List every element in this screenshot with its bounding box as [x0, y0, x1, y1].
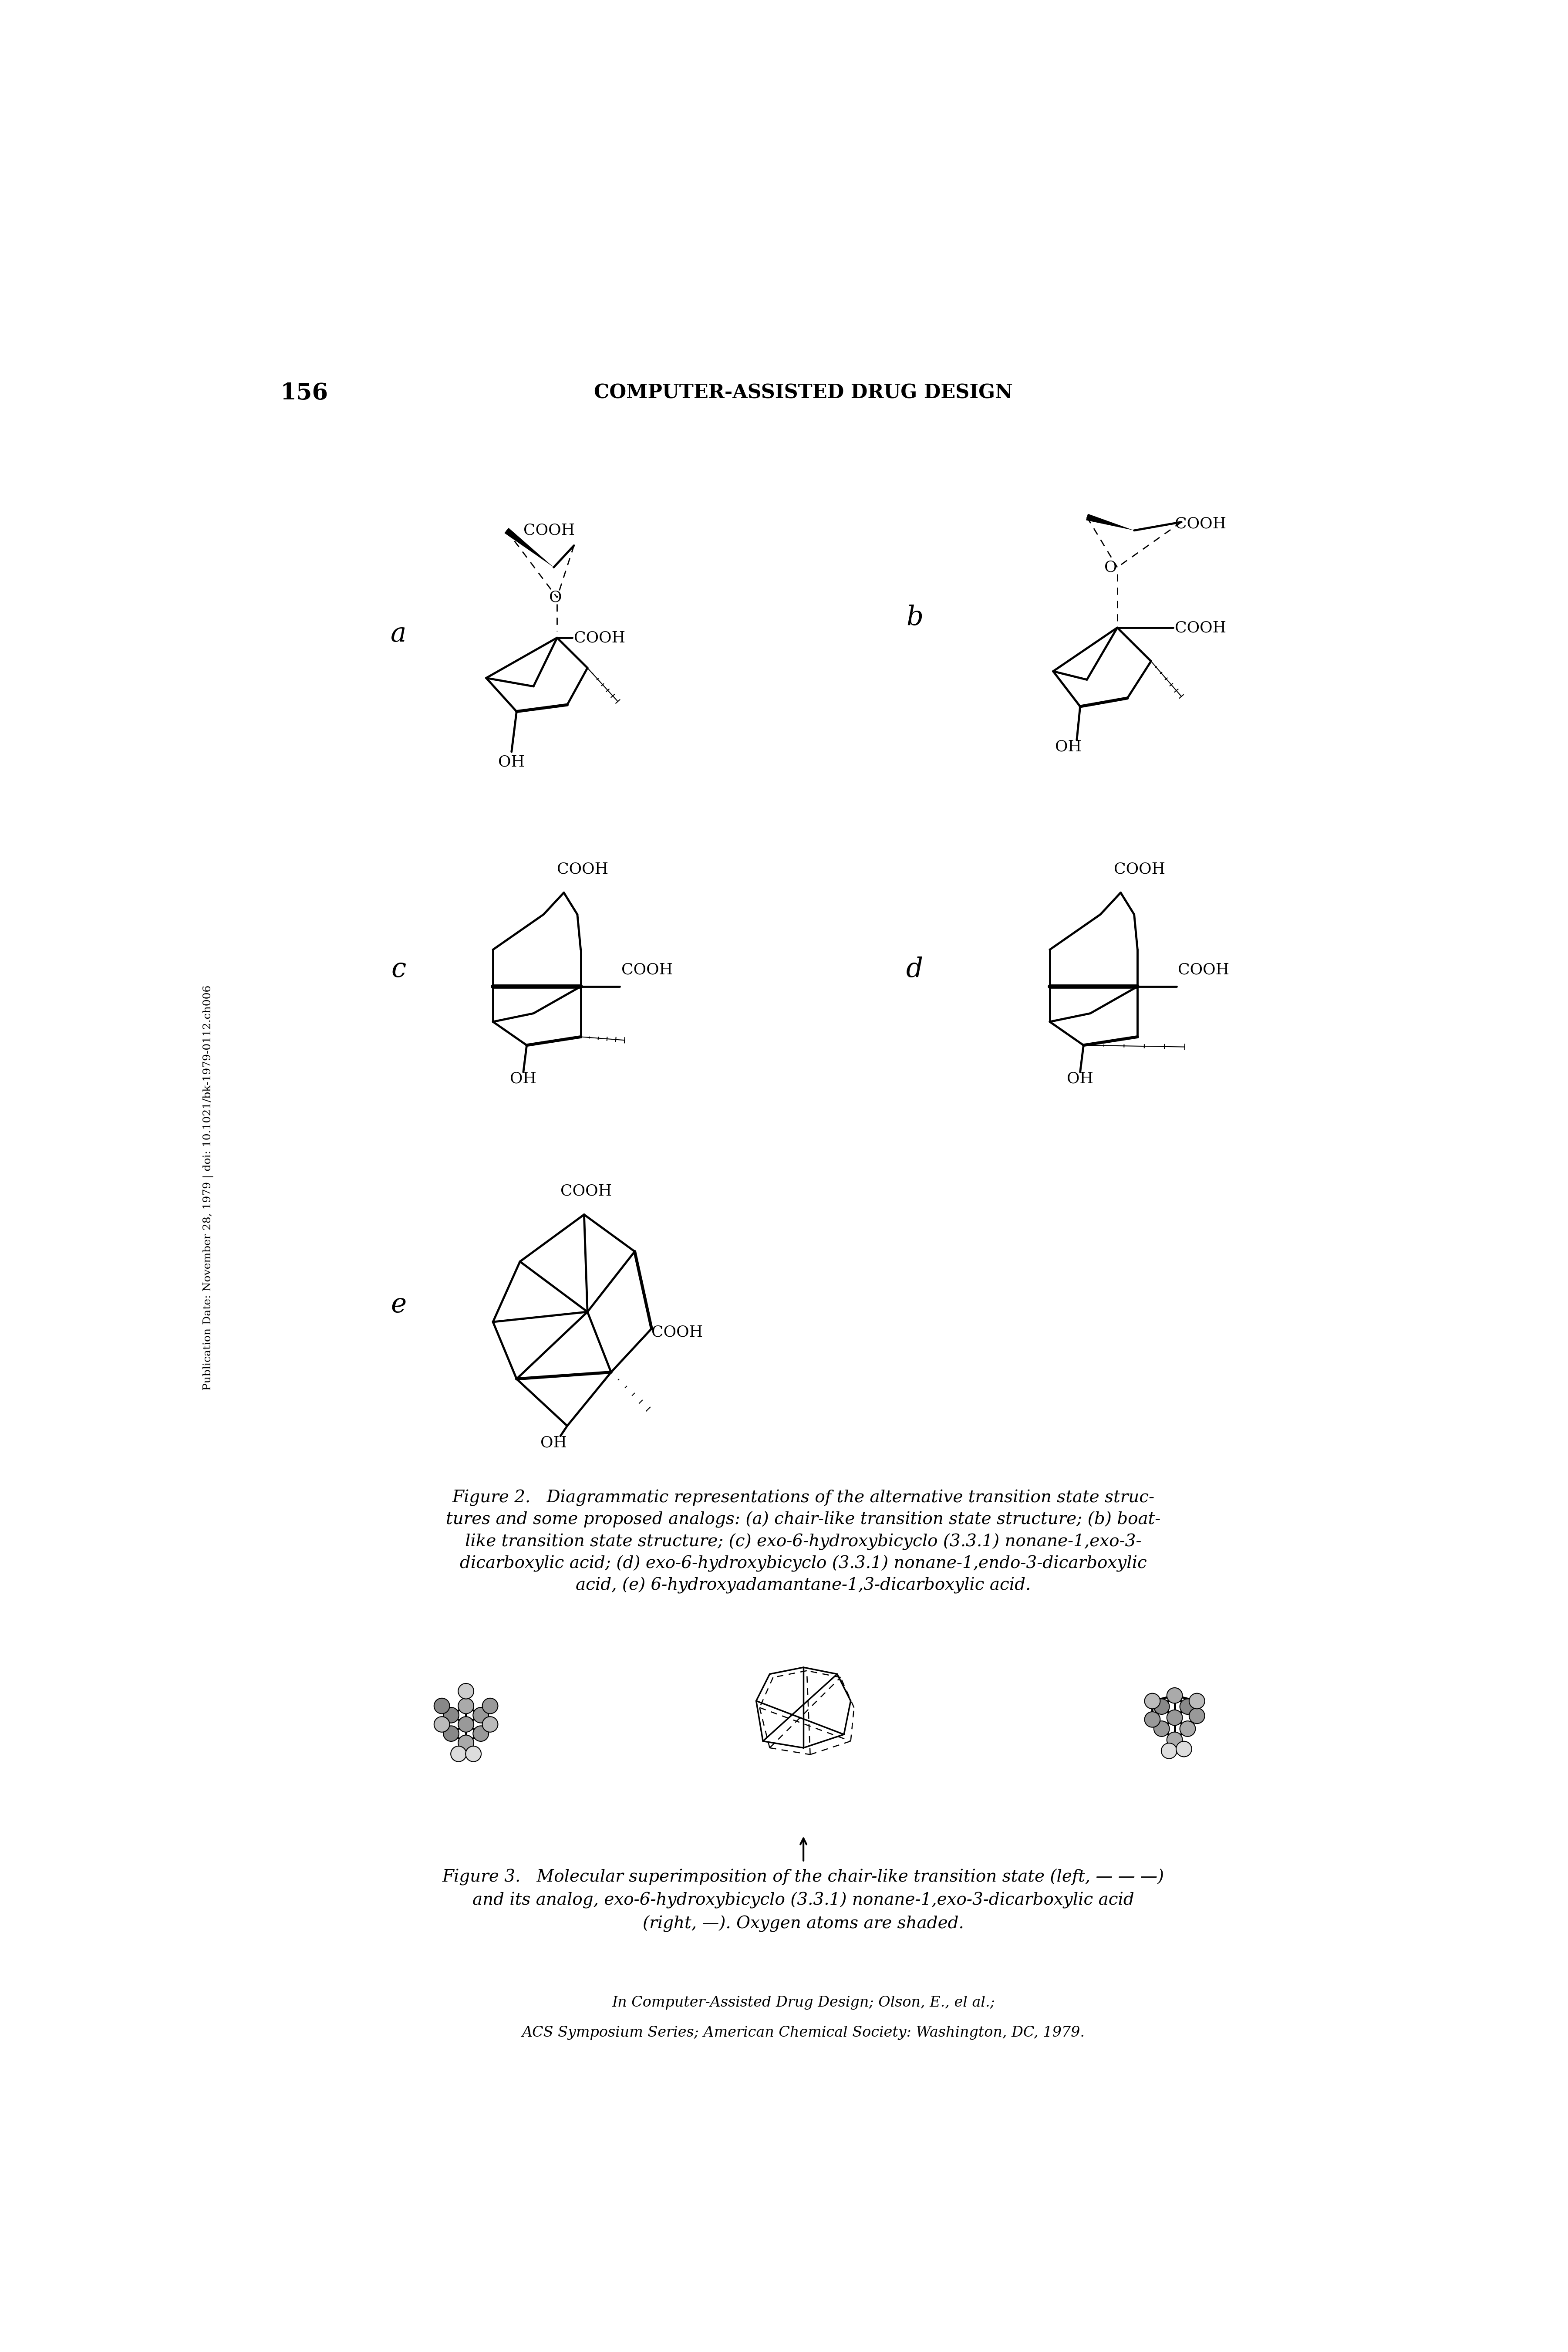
Text: COOH: COOH	[524, 522, 575, 539]
Circle shape	[1189, 1693, 1204, 1710]
Circle shape	[458, 1684, 474, 1698]
Text: COOH: COOH	[1174, 621, 1226, 635]
Circle shape	[1162, 1743, 1178, 1759]
Circle shape	[434, 1717, 450, 1731]
Text: OH: OH	[1066, 1073, 1093, 1087]
Text: Figure 3.   Molecular superimposition of the chair-like transition state (left, : Figure 3. Molecular superimposition of t…	[442, 1867, 1165, 1886]
Text: COOH: COOH	[560, 1183, 612, 1200]
Circle shape	[1167, 1731, 1182, 1748]
Text: c: c	[390, 957, 406, 983]
Circle shape	[466, 1745, 481, 1762]
Text: tures and some proposed analogs: (a) chair-like transition state structure; (b) : tures and some proposed analogs: (a) cha…	[445, 1512, 1160, 1529]
Circle shape	[434, 1698, 450, 1715]
Circle shape	[458, 1736, 474, 1750]
Circle shape	[458, 1717, 474, 1731]
Text: a: a	[390, 621, 406, 647]
Text: COOH: COOH	[621, 962, 673, 976]
Circle shape	[483, 1717, 499, 1731]
Polygon shape	[505, 527, 554, 567]
Text: e: e	[390, 1291, 406, 1317]
Text: Figure 2.   Diagrammatic representations of the alternative transition state str: Figure 2. Diagrammatic representations o…	[452, 1489, 1154, 1505]
Polygon shape	[1087, 513, 1134, 532]
Text: OH: OH	[499, 755, 525, 769]
Circle shape	[1167, 1710, 1182, 1726]
Text: ACS Symposium Series; American Chemical Society: Washington, DC, 1979.: ACS Symposium Series; American Chemical …	[522, 2025, 1085, 2039]
Text: d: d	[906, 957, 924, 983]
Text: O: O	[549, 590, 561, 604]
Text: COMPUTER-ASSISTED DRUG DESIGN: COMPUTER-ASSISTED DRUG DESIGN	[594, 383, 1013, 402]
Circle shape	[1189, 1708, 1204, 1724]
Circle shape	[1145, 1693, 1160, 1710]
Text: b: b	[906, 604, 924, 630]
Circle shape	[444, 1708, 459, 1724]
Circle shape	[483, 1698, 499, 1715]
Text: OH: OH	[541, 1435, 568, 1451]
Text: COOH: COOH	[1178, 962, 1229, 976]
Text: acid, (e) 6-hydroxyadamantane-1,3-dicarboxylic acid.: acid, (e) 6-hydroxyadamantane-1,3-dicarb…	[575, 1576, 1032, 1595]
Circle shape	[474, 1708, 489, 1724]
Text: COOH: COOH	[1174, 517, 1226, 532]
Text: Publication Date: November 28, 1979 | doi: 10.1021/bk-1979-0112.ch006: Publication Date: November 28, 1979 | do…	[202, 985, 213, 1390]
Text: COOH: COOH	[557, 861, 608, 877]
Text: 156: 156	[281, 381, 328, 405]
Text: dicarboxylic acid; (d) exo-6-hydroxybicyclo (3.3.1) nonane-1,endo-3-dicarboxylic: dicarboxylic acid; (d) exo-6-hydroxybicy…	[459, 1555, 1146, 1571]
Text: OH: OH	[510, 1073, 536, 1087]
Circle shape	[1179, 1698, 1195, 1715]
Text: like transition state structure; (c) exo-6-hydroxybicyclo (3.3.1) nonane-1,exo-3: like transition state structure; (c) exo…	[466, 1534, 1142, 1550]
Text: O: O	[1104, 560, 1116, 574]
Circle shape	[1179, 1722, 1195, 1736]
Circle shape	[474, 1726, 489, 1740]
Circle shape	[444, 1726, 459, 1740]
Circle shape	[1176, 1740, 1192, 1757]
Circle shape	[450, 1745, 466, 1762]
Text: and its analog, exo-6-hydroxybicyclo (3.3.1) nonane-1,exo-3-dicarboxylic acid: and its analog, exo-6-hydroxybicyclo (3.…	[472, 1891, 1134, 1910]
Text: COOH: COOH	[574, 630, 626, 644]
Circle shape	[458, 1698, 474, 1715]
Text: COOH: COOH	[652, 1324, 702, 1338]
Text: COOH: COOH	[1113, 861, 1165, 877]
Circle shape	[1145, 1712, 1160, 1726]
Text: (right, —). Oxygen atoms are shaded.: (right, —). Oxygen atoms are shaded.	[643, 1915, 964, 1933]
Circle shape	[1154, 1722, 1170, 1736]
Circle shape	[1154, 1698, 1170, 1715]
Text: OH: OH	[1055, 739, 1082, 755]
Text: In Computer-Assisted Drug Design; Olson, E., el al.;: In Computer-Assisted Drug Design; Olson,…	[612, 1997, 996, 2009]
Circle shape	[1167, 1689, 1182, 1703]
